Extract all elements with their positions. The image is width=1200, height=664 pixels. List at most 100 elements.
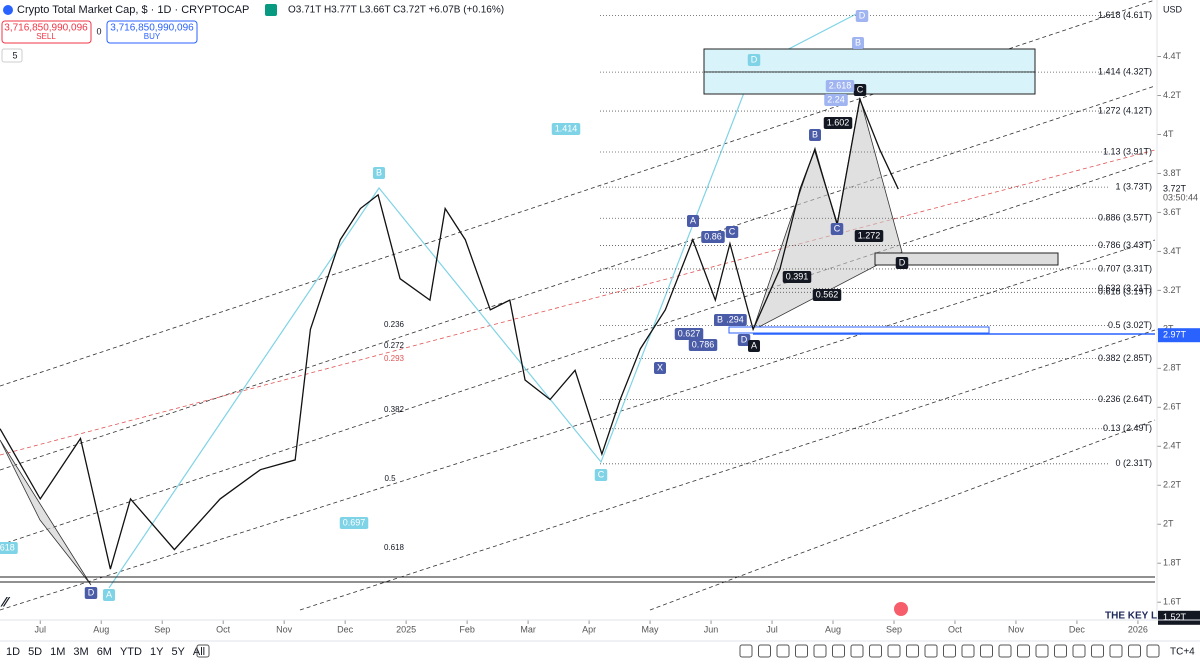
timeframe-button[interactable]: 5Y: [171, 646, 185, 658]
time-tick-label: May: [642, 624, 660, 634]
timeframe-button[interactable]: YTD: [120, 646, 142, 658]
fib-label: 1.13 (3.91T): [1103, 146, 1152, 156]
price-badge-label: 1.52T: [1163, 612, 1187, 622]
drawing-tool-icon[interactable]: [1072, 644, 1086, 658]
buy-price: 3,716,850,990,096: [110, 23, 194, 34]
pattern-label-bg: [823, 117, 853, 129]
drawing-tool-icon[interactable]: [980, 644, 993, 658]
drawing-tool-icon[interactable]: [832, 644, 845, 658]
drawing-tool-icon[interactable]: [869, 644, 882, 658]
timeframe-button[interactable]: 1D: [6, 646, 20, 658]
pattern-label-bg: [339, 517, 369, 529]
drawing-tool-icon[interactable]: [1109, 644, 1123, 658]
drawing-tool-icon[interactable]: [1054, 644, 1067, 658]
pattern-label-bg: [824, 94, 848, 106]
drawing-tool-icon[interactable]: [1128, 644, 1141, 658]
fib-left-label: 0.382: [384, 405, 405, 414]
event-icon[interactable]: [894, 602, 908, 616]
pattern-label: 0.697: [343, 517, 366, 527]
pattern-label: 0.86: [704, 231, 722, 241]
time-tick-label: 2026: [1128, 624, 1148, 634]
price-tick-label: 3.2T: [1163, 285, 1182, 295]
price-tick-label: 3.4T: [1163, 246, 1182, 256]
drawing-tool-icon[interactable]: [795, 644, 808, 658]
time-tick-label: Mar: [520, 624, 536, 634]
pattern-label-bg: [851, 37, 865, 49]
pattern-label: 1.602: [827, 117, 850, 127]
drawing-tool-icon[interactable]: [813, 644, 827, 658]
countdown: 03:50:44: [1163, 192, 1198, 202]
sell-button[interactable]: [1, 20, 92, 44]
calendar-icon[interactable]: [196, 644, 210, 658]
spread: 0: [96, 26, 101, 36]
timeframe-button[interactable]: 1Y: [150, 646, 164, 658]
drawing-tool-icon[interactable]: [758, 644, 771, 658]
time-tick-label: Aug: [93, 624, 109, 634]
price-tick-label: 3.6T: [1163, 207, 1182, 217]
price-tick-label: 2.4T: [1163, 441, 1182, 451]
pattern-label-bg: [551, 123, 581, 135]
timezone[interactable]: TC+4: [1170, 647, 1195, 658]
time-tick-label: Nov: [1008, 624, 1025, 634]
drawing-tool-icon[interactable]: [850, 644, 864, 658]
watermark: THE KEY L: [1105, 611, 1157, 622]
symbol-icon: [3, 5, 13, 15]
pattern-label-bg: [812, 289, 842, 301]
drawing-tool-icon[interactable]: [776, 644, 790, 658]
price-line: [0, 97, 899, 570]
pattern-label: 2.24: [827, 94, 845, 104]
price-tick-label: 4.2T: [1163, 90, 1182, 100]
price-tick-label: 2T: [1163, 519, 1174, 529]
buy-button[interactable]: [106, 20, 198, 44]
timeframe-button[interactable]: 5D: [28, 646, 42, 658]
drawing-tool-icon[interactable]: [739, 644, 753, 658]
pattern-label: X: [657, 362, 663, 372]
pattern-label-bg: [747, 340, 761, 352]
fib-left-label: 0.236: [384, 320, 405, 329]
drawing-tool-icon[interactable]: [1017, 644, 1030, 658]
timeframe-button[interactable]: 3M: [73, 646, 88, 658]
harmonic-shape: [0, 439, 92, 586]
prz-box: [874, 252, 1059, 266]
pattern-label: 2.618: [829, 80, 852, 90]
fib-left-label: 0.5: [384, 474, 396, 483]
symbol-title: Crypto Total Market Cap, $ · 1D · CRYPTO…: [17, 4, 249, 16]
timeframe-button[interactable]: 6M: [97, 646, 112, 658]
fib-label: 0.13 (2.49T): [1103, 423, 1152, 433]
pattern-label-bg: [808, 129, 822, 141]
drawing-tool-icon[interactable]: [887, 644, 901, 658]
fib-label: 0.632 (3.21T): [1098, 283, 1152, 293]
timeframe-button[interactable]: 1M: [50, 646, 65, 658]
fib-label: 0.382 (2.85T): [1098, 353, 1152, 363]
drawing-tool-icon[interactable]: [906, 644, 919, 658]
pattern-label: 1.272: [858, 230, 881, 240]
pattern-label: .618: [0, 542, 15, 552]
drawing-tool-icon[interactable]: [924, 644, 938, 658]
drawing-tool-icon[interactable]: [1035, 644, 1049, 658]
time-tick-label: Jul: [766, 624, 778, 634]
price-tick-label: 3.8T: [1163, 168, 1182, 178]
pattern-label: 1.414: [555, 123, 578, 133]
drawing-tool-icon[interactable]: [998, 644, 1012, 658]
pattern-label-bg: [102, 589, 116, 601]
price-badge-label: 3.72T: [1163, 183, 1187, 193]
drawing-tool-icon[interactable]: [943, 644, 956, 658]
pattern-label: D: [859, 10, 866, 20]
drawing-tool-icon[interactable]: [961, 644, 975, 658]
fib-label: 1.618 (4.61T): [1098, 10, 1152, 20]
pattern-label-bg: [686, 215, 700, 227]
pattern-label-bg: [674, 328, 704, 340]
price-tick-label: 4T: [1163, 129, 1174, 139]
pattern-label-bg: [853, 84, 867, 96]
timeframe-button[interactable]: All: [193, 646, 205, 658]
pattern-label-bg: [825, 80, 855, 92]
pattern-label-bg: [854, 230, 884, 242]
indicators-toggle[interactable]: [1, 48, 23, 63]
fib-left-label: 0.293: [384, 354, 405, 363]
pattern-label-bg: [688, 339, 718, 351]
price-tick-label: 2.8T: [1163, 363, 1182, 373]
price-tick-label: 2.2T: [1163, 480, 1182, 490]
drawing-tool-icon[interactable]: [1146, 644, 1160, 658]
pattern-label-bg: [653, 362, 667, 374]
drawing-tool-icon[interactable]: [1091, 644, 1104, 658]
